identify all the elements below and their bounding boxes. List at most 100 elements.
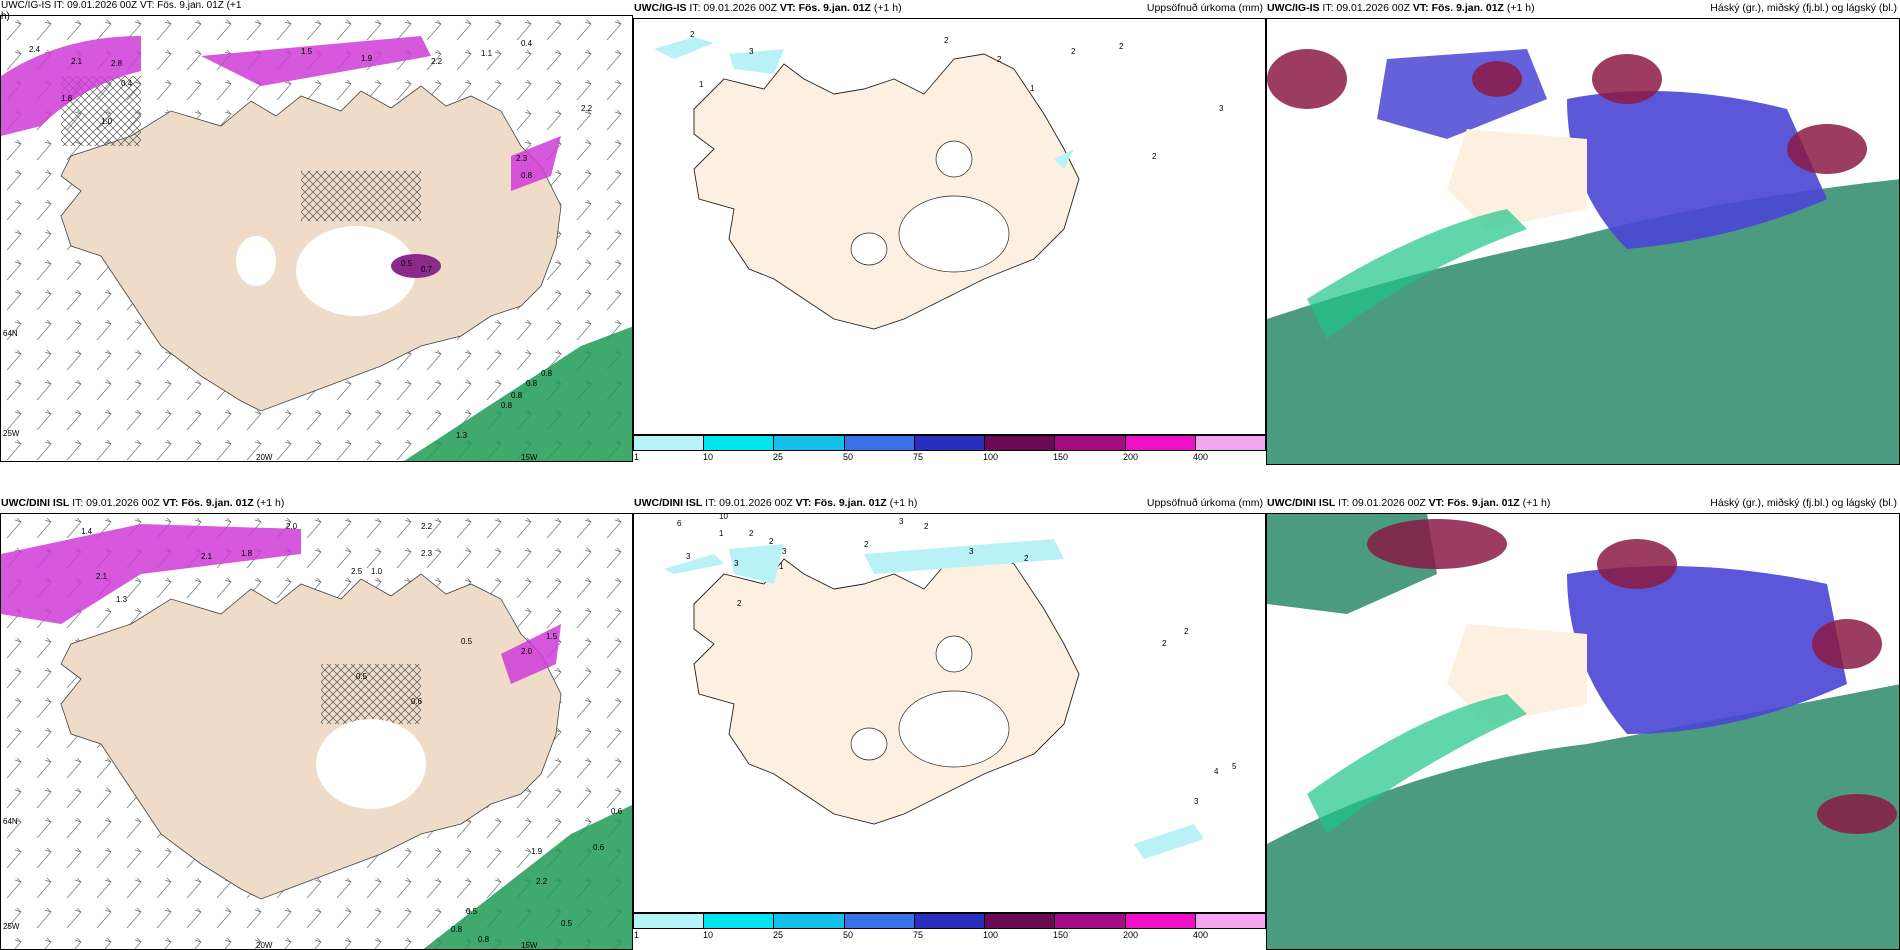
legend-tick: 75 (913, 930, 924, 940)
precip-area (864, 539, 1064, 574)
legend-bar (633, 913, 1266, 929)
value-label: 1 (779, 562, 784, 571)
value-label: 0.8 (521, 171, 533, 180)
legend-swatch (634, 436, 705, 450)
iceland-land (693, 548, 1080, 825)
value-label: 2.3 (421, 549, 433, 558)
iceland-land (1447, 129, 1587, 229)
value-label: 2 (1024, 554, 1029, 563)
glacier (236, 236, 276, 286)
lat-label: 64N (3, 817, 18, 826)
lead-time: (+1 h) (873, 2, 902, 14)
value-label: 0.4 (521, 39, 533, 48)
low-cloud (1812, 619, 1882, 669)
precip-magenta (511, 136, 561, 191)
value-label: 0.4 (121, 79, 133, 88)
map-clouds[interactable] (1266, 513, 1900, 950)
glacier (898, 690, 1010, 768)
value-label: 2 (690, 30, 695, 39)
value-label: 2 (1162, 639, 1167, 648)
lead-time: (+1 h) (1506, 2, 1535, 14)
precip-area (729, 49, 784, 74)
panel-bottom-mid: UWC/DINI ISL IT: 09.01.2026 00Z VT: Fös.… (633, 495, 1266, 950)
legend: 1 10 25 50 75 100 150 200 400 (633, 913, 1266, 943)
value-label: 1 (699, 80, 704, 89)
legend-swatch (704, 914, 775, 928)
value-label: 2.3 (516, 154, 528, 163)
map-svg: 2.4 2.1 2.8 1.5 1.9 2.2 1.1 0.4 2.2 1.8 … (1, 16, 632, 462)
map-wind-precip[interactable]: 1.4 2.1 2.0 1.8 1.3 2.5 2.3 1.0 2.1 2.2 … (0, 513, 633, 950)
init-time: IT: 09.01.2026 00Z (1322, 2, 1410, 14)
panel-title: UWC/IG-IS IT: 09.01.2026 00Z VT: Fös. 9.… (1266, 0, 1900, 18)
lead-time: (+1 h) (889, 497, 918, 509)
value-label: 1.5 (546, 632, 558, 641)
precip-green (423, 804, 632, 949)
title-line1: UWC/IG-IS IT: 09.01.2026 00Z VT: Fös. 9.… (1, 0, 242, 11)
glacier (850, 727, 888, 761)
legend-tick: 400 (1193, 930, 1209, 940)
precip-green (404, 326, 632, 461)
source: UWC/DINI ISL (1267, 497, 1336, 509)
value-label: 1.8 (61, 94, 73, 103)
iceland-land (60, 573, 562, 900)
high-cloud (1307, 694, 1527, 834)
precip-magenta (201, 36, 431, 86)
value-label: 2.2 (421, 522, 433, 531)
map-wind-precip[interactable]: 2.4 2.1 2.8 1.5 1.9 2.2 1.1 0.4 2.2 1.8 … (0, 15, 633, 462)
lon-label: 15W (521, 941, 538, 950)
value-label: 1.9 (531, 847, 543, 856)
value-label: 2.5 (351, 567, 363, 576)
lead-time: (+1 h) (1522, 497, 1551, 509)
map-precip[interactable]: 2 3 1 2 2 2 2 1 3 2 (633, 18, 1266, 435)
valid-time: VT: Fös. 9.jan. 01Z (162, 497, 254, 509)
low-cloud (1817, 794, 1897, 834)
map-svg (1267, 514, 1899, 949)
map-precip[interactable]: 6 10 1 2 3 2 3 2 3 1 3 2 3 2 2 2 2 4 5 3 (633, 513, 1266, 913)
value-label: 2 (1184, 627, 1189, 636)
value-label: 6 (677, 519, 682, 528)
value-label: 3 (1219, 104, 1224, 113)
value-label: 0.5 (401, 259, 413, 268)
init-time: IT: 09.01.2026 00Z (72, 497, 160, 509)
lon-label: 20W (256, 941, 273, 950)
legend-tick: 200 (1123, 930, 1139, 940)
field-name: Háský (gr.), miðský (fj.bl.) og lágský (… (1710, 497, 1897, 509)
value-label: 0.8 (478, 935, 490, 944)
legend-tick: 75 (913, 452, 924, 462)
value-label: 1.0 (371, 567, 383, 576)
value-label: 0.5 (356, 672, 368, 681)
panel-top-mid: UWC/IG-IS IT: 09.01.2026 00Z VT: Fös. 9.… (633, 0, 1266, 465)
init-time: IT: 09.01.2026 00Z (689, 2, 777, 14)
value-label: 2 (944, 36, 949, 45)
panel-title: UWC/DINI ISL IT: 09.01.2026 00Z VT: Fös.… (1266, 495, 1900, 513)
legend-swatch (1125, 436, 1196, 450)
map-svg (1267, 19, 1899, 464)
map-clouds[interactable] (1266, 18, 1900, 465)
hatch-area (301, 171, 421, 221)
lon-label: 15W (521, 453, 538, 462)
legend: 1 10 25 50 75 100 150 200 400 (633, 435, 1266, 465)
value-label: 0.5 (561, 919, 573, 928)
precip-magenta (391, 254, 441, 278)
value-label: 0.6 (593, 843, 605, 852)
legend-tick: 10 (703, 452, 714, 462)
legend-swatch (844, 436, 915, 450)
panel-bottom-right: UWC/DINI ISL IT: 09.01.2026 00Z VT: Fös.… (1266, 495, 1900, 950)
init-time: IT: 09.01.2026 00Z (705, 497, 793, 509)
value-label: 2 (749, 529, 754, 538)
low-cloud (1592, 54, 1662, 104)
glacier (898, 195, 1010, 273)
legend-swatch (1125, 914, 1196, 928)
map-svg: 2 3 1 2 2 2 2 1 3 2 (654, 30, 1224, 330)
value-label: 3 (734, 559, 739, 568)
value-label: 2.2 (536, 877, 548, 886)
lat-label: 25W (3, 429, 20, 438)
legend-swatch (774, 436, 845, 450)
value-label: 2 (1152, 152, 1157, 161)
value-label: 0.8 (526, 379, 538, 388)
legend-tick: 150 (1053, 930, 1069, 940)
value-label: 2 (864, 540, 869, 549)
panel-title: UWC/DINI ISL IT: 09.01.2026 00Z VT: Fös.… (0, 495, 633, 513)
valid-time: VT: Fös. 9.jan. 01Z (779, 2, 871, 14)
precip-area (654, 37, 714, 59)
